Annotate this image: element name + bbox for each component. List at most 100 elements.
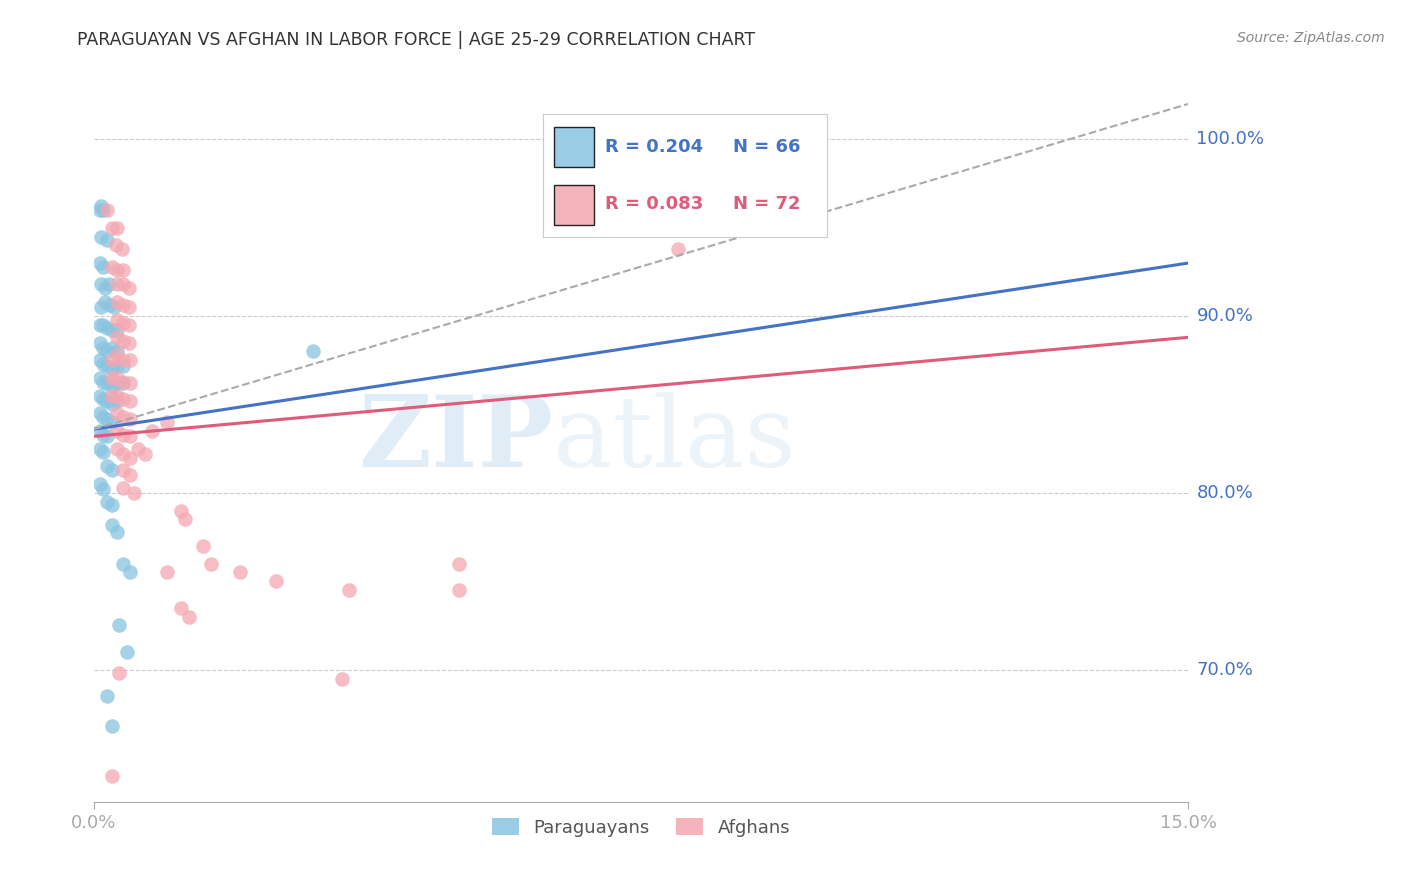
Point: [112, 481, 135, 495]
Point: [105, 524, 128, 539]
Point: [91, 392, 114, 407]
Point: [89, 318, 111, 332]
Point: [557, 220, 579, 235]
Point: [127, 442, 149, 456]
Point: [120, 411, 142, 425]
Point: [666, 242, 689, 256]
Point: [96, 359, 118, 373]
Point: [105, 277, 128, 292]
Point: [91, 260, 114, 274]
Point: [89, 353, 111, 368]
Point: [112, 392, 135, 407]
Point: [96, 376, 118, 391]
Point: [111, 242, 134, 256]
Point: [229, 566, 252, 580]
Point: [112, 375, 135, 389]
Point: [98, 298, 121, 312]
Point: [112, 557, 135, 571]
Point: [89, 371, 111, 385]
Point: [112, 353, 135, 368]
Point: [105, 406, 128, 420]
Point: [90, 300, 112, 314]
Point: [112, 376, 135, 391]
Point: [91, 483, 114, 497]
Point: [93, 202, 115, 217]
Point: [108, 666, 131, 681]
Point: [105, 312, 128, 326]
Point: [90, 229, 112, 244]
Point: [112, 359, 135, 373]
Text: 90.0%: 90.0%: [1197, 307, 1253, 325]
Point: [89, 424, 111, 438]
Point: [89, 256, 111, 270]
Point: [105, 263, 128, 277]
Point: [112, 277, 135, 292]
Point: [96, 202, 118, 217]
Point: [91, 318, 114, 332]
Point: [118, 300, 141, 314]
Point: [301, 344, 323, 359]
Point: [89, 335, 111, 350]
Point: [96, 344, 118, 359]
Point: [112, 334, 135, 348]
Point: [105, 323, 128, 337]
Point: [115, 645, 138, 659]
Point: [89, 477, 111, 491]
Point: [101, 769, 124, 783]
Point: [96, 233, 118, 247]
Point: [120, 566, 142, 580]
Point: [447, 557, 470, 571]
Point: [90, 277, 112, 292]
Point: [112, 263, 135, 277]
Point: [108, 618, 131, 632]
Point: [96, 321, 118, 335]
Point: [101, 353, 124, 368]
Point: [170, 600, 193, 615]
Point: [96, 429, 118, 443]
Point: [112, 409, 135, 424]
Point: [120, 468, 142, 483]
Point: [105, 348, 128, 362]
Text: PARAGUAYAN VS AFGHAN IN LABOR FORCE | AGE 25-29 CORRELATION CHART: PARAGUAYAN VS AFGHAN IN LABOR FORCE | AG…: [77, 31, 755, 49]
Point: [120, 353, 142, 368]
Point: [112, 427, 135, 442]
Point: [96, 394, 118, 409]
Point: [120, 429, 142, 443]
Text: atlas: atlas: [554, 392, 796, 488]
Point: [105, 442, 128, 456]
Point: [330, 672, 353, 686]
Point: [447, 583, 470, 598]
Point: [101, 362, 124, 376]
Point: [266, 574, 288, 589]
Point: [105, 344, 128, 359]
Point: [105, 220, 128, 235]
Point: [90, 199, 112, 213]
Point: [101, 517, 124, 532]
Point: [105, 424, 128, 438]
Point: [112, 298, 135, 312]
Point: [170, 503, 193, 517]
Point: [96, 689, 118, 703]
Text: Source: ZipAtlas.com: Source: ZipAtlas.com: [1237, 31, 1385, 45]
Point: [101, 260, 124, 274]
Text: 80.0%: 80.0%: [1197, 483, 1253, 502]
Point: [118, 318, 141, 332]
Point: [134, 447, 156, 461]
Point: [91, 341, 114, 355]
Text: ZIP: ZIP: [359, 392, 554, 488]
Point: [89, 202, 111, 217]
Point: [89, 406, 111, 420]
Point: [94, 281, 117, 295]
Point: [96, 459, 118, 474]
Point: [89, 389, 111, 403]
Point: [91, 427, 114, 442]
Point: [101, 220, 124, 235]
Point: [101, 719, 124, 733]
Point: [101, 389, 124, 403]
Point: [120, 376, 142, 391]
Point: [96, 411, 118, 425]
Point: [101, 371, 124, 385]
Point: [105, 295, 128, 310]
Point: [112, 463, 135, 477]
Point: [105, 389, 128, 403]
